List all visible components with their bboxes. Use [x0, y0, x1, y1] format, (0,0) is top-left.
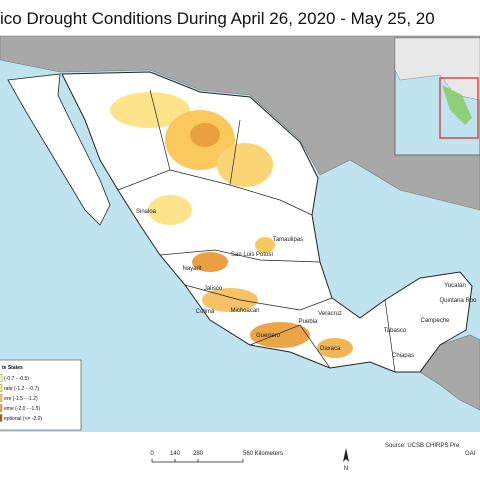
drought-patches: [110, 92, 353, 358]
state-label: Yucatán: [444, 283, 466, 289]
state-labels: Sinaloa Nayarit Jalisco Colima Michoacán Guer…: [136, 209, 477, 359]
drought-area: [250, 322, 310, 348]
inset-extent: [439, 77, 479, 139]
legend-label: (-0.7 - -0.5): [4, 376, 29, 382]
scale-label: 0: [150, 451, 154, 457]
map-title: ico Drought Conditions During April 26, …: [0, 9, 435, 28]
north-label: N: [344, 466, 348, 472]
source-line: Source: UCSB CHIRPS Pre: [385, 443, 460, 449]
legend-label: eme (-2.0 - -1.5): [4, 406, 40, 412]
drought-area: [148, 195, 192, 225]
drought-area: [190, 123, 220, 147]
baja-california: [7, 73, 111, 226]
state-label: Nayarit: [182, 266, 201, 272]
scale-label: 280: [193, 451, 204, 457]
state-label: Puebla: [299, 319, 318, 325]
state-label: San Luis Potosí: [231, 252, 273, 258]
legend-title: te States: [2, 365, 23, 371]
state-borders: [117, 89, 396, 373]
legend-swatch: [0, 374, 3, 382]
state-label: Michoacán: [230, 308, 259, 314]
state-label: Oaxaca: [320, 346, 341, 352]
legend-label: eptional (<= -2.0): [4, 416, 42, 422]
legend-swatch: [0, 384, 3, 392]
drought-area: [110, 92, 190, 128]
scale-bar: 0 140 280 560 Kilometers: [150, 451, 283, 463]
scale-label: 560 Kilometers: [243, 451, 283, 457]
legend-label: ere (-1.5 - -1.2): [4, 396, 38, 402]
legend-items: (-0.7 - -0.5) rate (-1.2 - -0.7) ere (-1.5…: [0, 374, 42, 422]
drought-area: [192, 252, 228, 272]
inset-land: [394, 37, 480, 101]
legend-swatch: [0, 404, 3, 412]
central-america-land: [419, 334, 480, 411]
state-label: Guerrero: [256, 333, 281, 339]
legend-swatch: [0, 394, 3, 402]
legend: [0, 359, 82, 431]
drought-area: [317, 338, 353, 358]
drought-area: [202, 288, 258, 312]
state-label: Tamaulipas: [273, 237, 303, 243]
scale-label: 140: [170, 451, 181, 457]
usa-land: [0, 35, 480, 211]
north-arrow: [343, 448, 349, 462]
source-line: GAI: [465, 451, 476, 457]
state-label: Colima: [196, 309, 215, 315]
drought-area: [255, 237, 275, 253]
state-label: Jalisco: [204, 286, 223, 292]
state-label: Tabasco: [384, 328, 407, 334]
state-label: Campeche: [420, 318, 450, 324]
drought-area: [217, 143, 273, 187]
legend-swatch: [0, 414, 3, 422]
legend-label: rate (-1.2 - -0.7): [4, 386, 39, 392]
state-label: Veracruz: [318, 311, 342, 317]
footer: [0, 432, 480, 480]
state-label: Chiapas: [392, 353, 414, 359]
state-label: Sinaloa: [136, 209, 157, 215]
inset-mexico: [442, 85, 472, 125]
state-label: Quintana Roo: [439, 298, 477, 304]
